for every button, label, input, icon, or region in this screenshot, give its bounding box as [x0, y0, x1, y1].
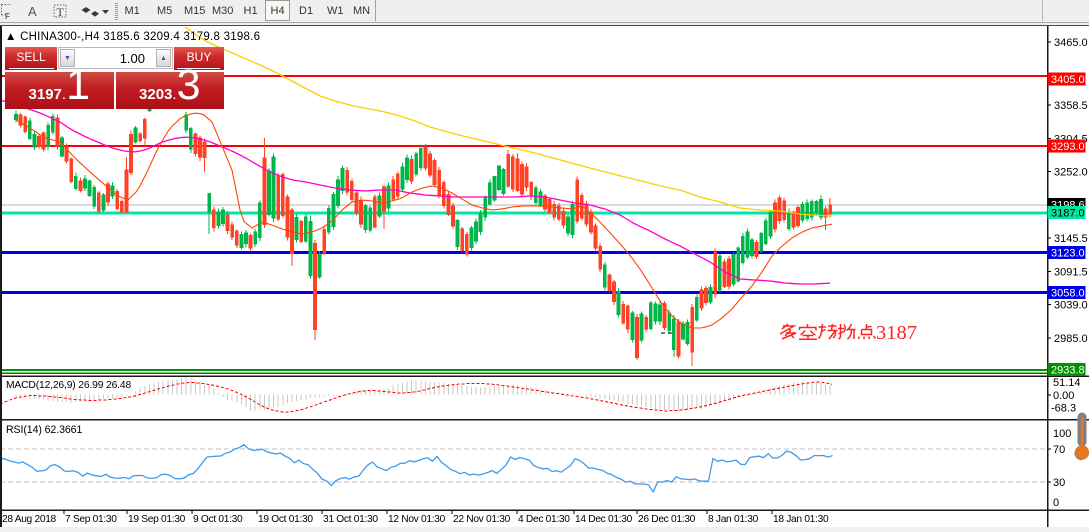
svg-text:31 Oct 01:30: 31 Oct 01:30: [323, 514, 378, 525]
svg-text:22 Nov 01:30: 22 Nov 01:30: [453, 514, 511, 525]
svg-text:MACD(12,26,9) 26.99 26.48: MACD(12,26,9) 26.99 26.48: [6, 380, 131, 391]
svg-text:F: F: [5, 12, 10, 21]
svg-text:3039.0: 3039.0: [1054, 299, 1088, 311]
svg-text:4 Dec 01:30: 4 Dec 01:30: [518, 514, 570, 525]
svg-text:26 Dec 01:30: 26 Dec 01:30: [638, 514, 696, 525]
svg-text:A: A: [28, 4, 37, 19]
svg-text:3465.0: 3465.0: [1054, 37, 1088, 49]
svg-text:70: 70: [1053, 444, 1065, 456]
svg-text:100: 100: [1053, 428, 1071, 440]
svg-text:3405.0: 3405.0: [1051, 74, 1085, 86]
svg-text:-68.3: -68.3: [1051, 403, 1076, 415]
svg-text:2933.8: 2933.8: [1051, 365, 1085, 377]
svg-text:3293.0: 3293.0: [1051, 141, 1085, 153]
svg-text:19 Sep 01:30: 19 Sep 01:30: [128, 514, 186, 525]
svg-text:3187.0: 3187.0: [1051, 208, 1085, 220]
svg-text:8 Jan 01:30: 8 Jan 01:30: [708, 514, 759, 525]
svg-text:3058.0: 3058.0: [1051, 288, 1085, 300]
svg-text:RSI(14) 62.3661: RSI(14) 62.3661: [6, 424, 82, 436]
svg-text:0.00: 0.00: [1053, 390, 1074, 402]
svg-text:▲ CHINA300-,H4 3185.6 3209.4: ▲ CHINA300-,H4 3185.6 3209.4 3179.8 3198…: [5, 31, 260, 43]
svg-text:3145.5: 3145.5: [1054, 233, 1088, 245]
svg-text:3187: 3187: [876, 322, 917, 344]
svg-text:3358.5: 3358.5: [1054, 100, 1088, 112]
svg-text:51.14: 51.14: [1053, 377, 1081, 389]
svg-text:2985.0: 2985.0: [1054, 333, 1088, 345]
svg-text:3252.0: 3252.0: [1054, 167, 1088, 179]
svg-text:7 Sep 01:30: 7 Sep 01:30: [65, 514, 117, 525]
svg-text:9 Oct 01:30: 9 Oct 01:30: [193, 514, 243, 525]
svg-text:3091.5: 3091.5: [1054, 267, 1088, 279]
svg-text:0: 0: [1053, 497, 1059, 509]
svg-text:18 Jan 01:30: 18 Jan 01:30: [773, 514, 829, 525]
svg-text:14 Dec 01:30: 14 Dec 01:30: [575, 514, 633, 525]
svg-text:T: T: [57, 5, 65, 19]
svg-text:30: 30: [1053, 477, 1065, 489]
svg-text:19 Oct 01:30: 19 Oct 01:30: [258, 514, 313, 525]
svg-text:28 Aug 2018: 28 Aug 2018: [2, 514, 57, 525]
svg-text:12 Nov 01:30: 12 Nov 01:30: [388, 514, 446, 525]
svg-text:3123.0: 3123.0: [1051, 248, 1085, 260]
